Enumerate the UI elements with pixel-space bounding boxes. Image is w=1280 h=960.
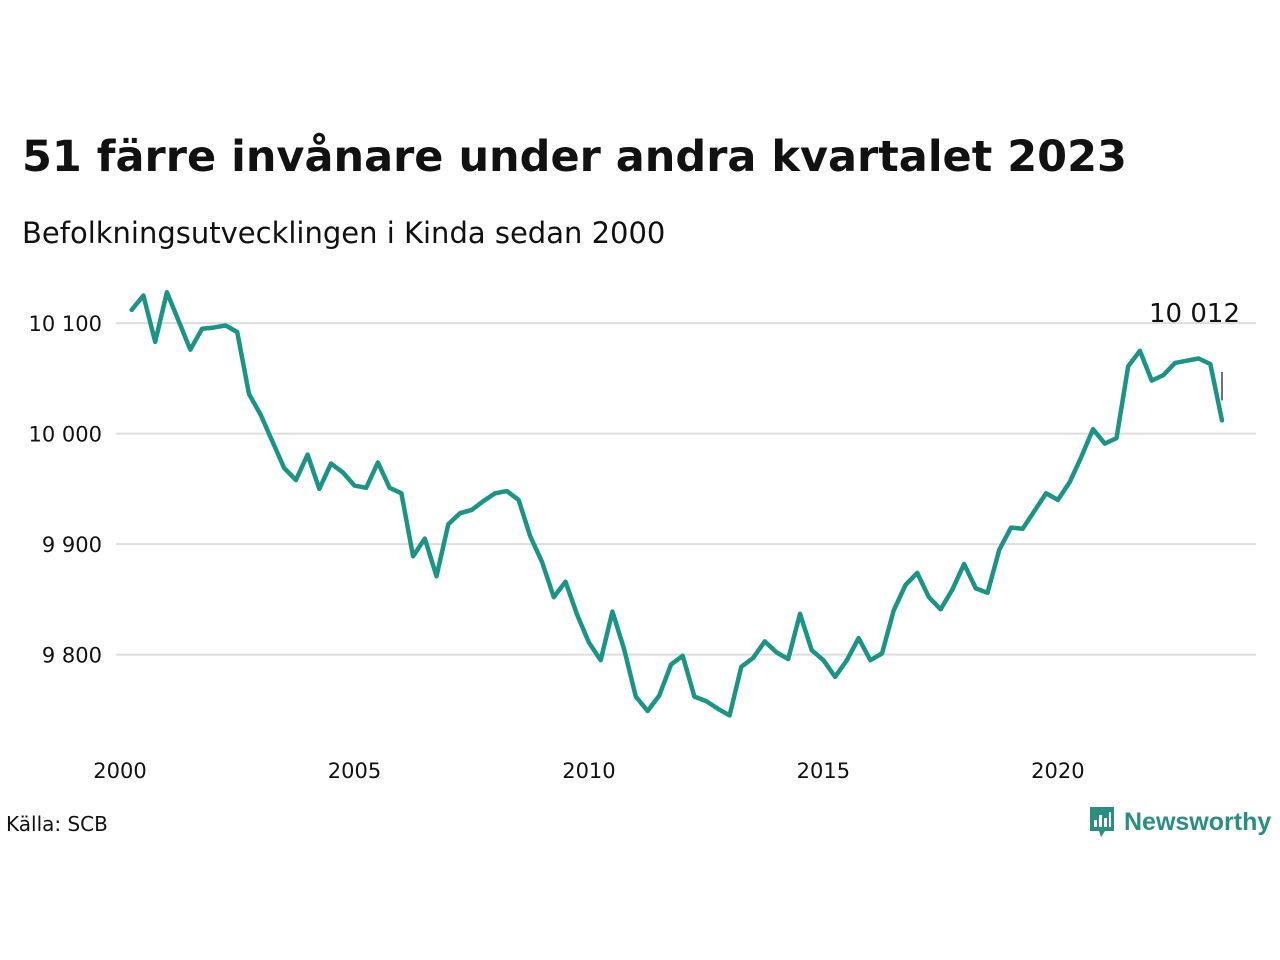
series-line <box>129 289 1225 718</box>
annotation-layer: 10 012 <box>1149 299 1240 401</box>
x-tick-label: 2020 <box>1031 759 1084 783</box>
y-tick-label: 10 000 <box>29 423 102 447</box>
brand-logo[interactable]: Newsworthy <box>1088 802 1271 842</box>
y-tick-label: 9 900 <box>42 533 102 557</box>
y-axis-ticks: 9 800 9 900 10 000 10 100 <box>29 312 102 668</box>
series-layer <box>129 289 1225 718</box>
newsworthy-logo-icon <box>1090 807 1114 837</box>
gridlines <box>116 322 1256 656</box>
source-label: Källa: SCB <box>6 812 108 836</box>
x-tick-label: 2005 <box>328 759 381 783</box>
last-value-label: 10 012 <box>1149 299 1240 329</box>
y-tick-label: 10 100 <box>29 312 102 336</box>
x-axis-ticks: 2000 2005 2010 2015 2020 <box>93 759 1084 783</box>
chart-subtitle: Befolkningsutvecklingen i Kinda sedan 20… <box>22 216 666 250</box>
y-tick-label: 9 800 <box>42 644 102 668</box>
x-tick-label: 2000 <box>93 759 146 783</box>
x-tick-label: 2015 <box>797 759 850 783</box>
chart-title: 51 färre invånare under andra kvartalet … <box>22 132 1127 182</box>
brand-name: Newsworthy <box>1124 807 1272 836</box>
x-tick-label: 2010 <box>562 759 615 783</box>
